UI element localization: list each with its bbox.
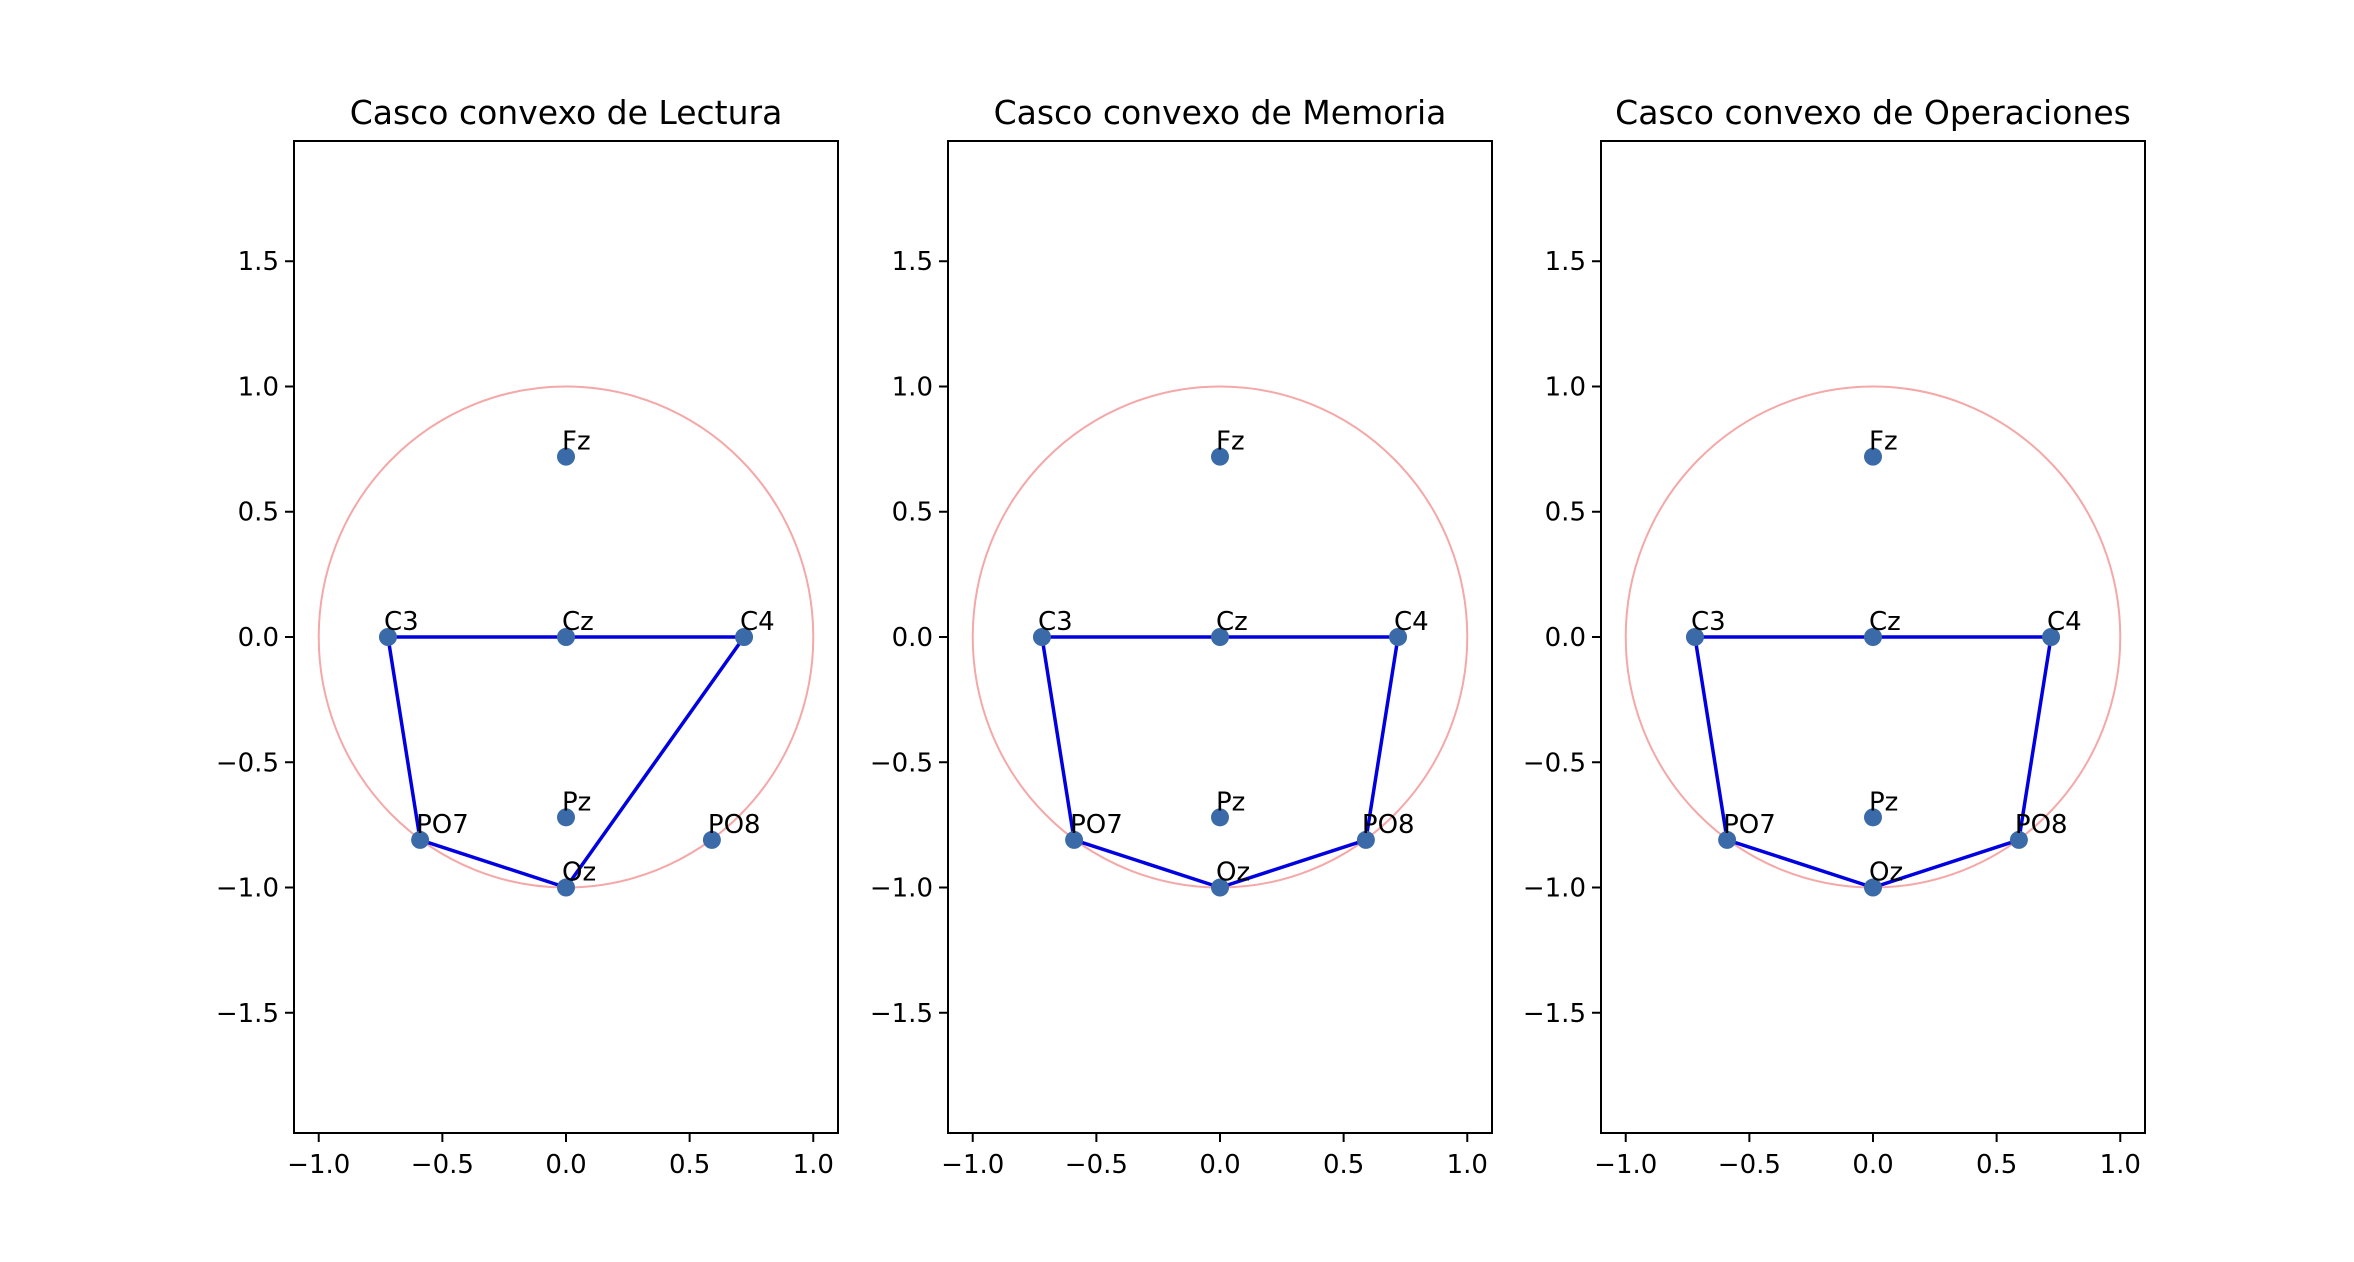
point-label-c4: C4 — [740, 607, 775, 637]
data-point-po8 — [702, 830, 721, 849]
y-tick-label: −0.5 — [216, 748, 279, 778]
y-tick-label: −0.5 — [870, 748, 933, 778]
data-point-c4 — [735, 628, 754, 646]
y-tick-label: 1.5 — [238, 247, 279, 277]
point-label-c3: C3 — [1691, 607, 1726, 637]
x-tick-label: 1.0 — [1447, 1150, 1488, 1180]
y-tick-label: 0.5 — [238, 498, 279, 528]
x-tick-label: −0.5 — [1065, 1150, 1128, 1180]
y-tick-label: 1.0 — [892, 372, 933, 402]
x-tick-label: 0.5 — [1976, 1150, 2017, 1180]
y-tick-label: 1.5 — [1545, 247, 1586, 277]
x-tick-label: −1.0 — [1594, 1150, 1657, 1180]
y-tick-label: 1.0 — [1545, 372, 1586, 402]
y-tick-label: 1.5 — [892, 247, 933, 277]
chart-panel-1: Casco convexo de Lectura Fz C3 Cz C4 Pz PO7 PO8… — [216, 93, 839, 1180]
chart-panel-2: Casco convexo de Memoria Fz C3 Cz C4 Pz PO7 PO8… — [870, 93, 1493, 1180]
data-point-cz — [1211, 628, 1229, 646]
y-tick-label: −1.5 — [870, 999, 933, 1029]
point-label-c4: C4 — [2047, 607, 2082, 637]
convex-hull-line — [1693, 635, 2053, 890]
data-point-po8 — [2009, 830, 2028, 849]
y-tick-label: 0.0 — [892, 623, 933, 653]
point-label-po8: PO8 — [1362, 810, 1415, 840]
point-label-fz: Fz — [1869, 427, 1898, 457]
point-label-cz: Cz — [1869, 607, 1901, 637]
data-point-c4 — [1389, 628, 1408, 646]
data-point-c3 — [378, 628, 397, 646]
y-tick-label: 0.0 — [1545, 623, 1586, 653]
data-point-c3 — [1032, 628, 1051, 646]
point-label-cz: Cz — [562, 607, 594, 637]
x-tick-label: 0.5 — [669, 1150, 710, 1180]
y-tick-label: 1.0 — [238, 372, 279, 402]
data-point-c4 — [2042, 628, 2061, 646]
y-tick-label: −0.5 — [1523, 748, 1586, 778]
point-label-oz: Oz — [1216, 858, 1250, 888]
data-point-c3 — [1685, 628, 1704, 646]
data-point-oz — [557, 878, 575, 897]
data-point-cz — [557, 628, 575, 646]
x-tick-label: −1.0 — [287, 1150, 350, 1180]
point-label-pz: Pz — [562, 787, 591, 817]
chart-title: Casco convexo de Memoria — [994, 93, 1447, 132]
y-tick-label: 0.0 — [238, 623, 279, 653]
point-label-pz: Pz — [1216, 787, 1245, 817]
point-label-po7: PO7 — [416, 810, 469, 840]
data-point-po7 — [1718, 830, 1737, 849]
x-tick-label: 1.0 — [2100, 1150, 2141, 1180]
x-tick-label: 0.0 — [1852, 1150, 1893, 1180]
data-point-fz — [1211, 447, 1229, 466]
x-tick-label: −0.5 — [1718, 1150, 1781, 1180]
y-tick-label: 0.5 — [892, 498, 933, 528]
x-tick-label: −1.0 — [941, 1150, 1004, 1180]
point-label-po7: PO7 — [1723, 810, 1776, 840]
chart-title: Casco convexo de Operaciones — [1615, 93, 2131, 132]
data-point-pz — [557, 808, 575, 827]
data-point-po7 — [1065, 830, 1084, 849]
data-point-pz — [1864, 808, 1882, 827]
y-tick-label: −1.5 — [1523, 999, 1586, 1029]
point-label-c3: C3 — [384, 607, 419, 637]
convex-hull-line — [1040, 635, 1400, 890]
y-tick-label: −1.0 — [216, 874, 279, 904]
y-tick-label: −1.5 — [216, 999, 279, 1029]
y-tick-label: −1.0 — [870, 874, 933, 904]
x-tick-label: 0.5 — [1323, 1150, 1364, 1180]
point-label-c4: C4 — [1394, 607, 1429, 637]
data-point-po7 — [411, 830, 430, 849]
point-label-fz: Fz — [1216, 427, 1245, 457]
point-label-pz: Pz — [1869, 787, 1898, 817]
data-point-fz — [557, 447, 575, 466]
x-tick-label: 0.0 — [1199, 1150, 1240, 1180]
point-label-fz: Fz — [562, 427, 591, 457]
point-label-po8: PO8 — [708, 810, 761, 840]
point-label-oz: Oz — [1869, 858, 1903, 888]
point-label-cz: Cz — [1216, 607, 1248, 637]
data-point-pz — [1211, 808, 1229, 827]
chart-title: Casco convexo de Lectura — [350, 93, 783, 132]
point-label-c3: C3 — [1038, 607, 1073, 637]
x-tick-label: 0.0 — [545, 1150, 586, 1180]
y-tick-label: 0.5 — [1545, 498, 1586, 528]
chart-panel-3: Casco convexo de Operaciones Fz C3 Cz C4 Pz PO… — [1523, 93, 2146, 1180]
data-point-cz — [1864, 628, 1882, 646]
data-point-oz — [1864, 878, 1882, 897]
point-label-po7: PO7 — [1070, 810, 1123, 840]
data-point-po8 — [1356, 830, 1375, 849]
data-point-fz — [1864, 447, 1882, 466]
point-label-po8: PO8 — [2015, 810, 2068, 840]
x-tick-label: −0.5 — [411, 1150, 474, 1180]
y-tick-label: −1.0 — [1523, 874, 1586, 904]
data-point-oz — [1211, 878, 1229, 897]
point-label-oz: Oz — [562, 858, 596, 888]
x-tick-label: 1.0 — [793, 1150, 834, 1180]
